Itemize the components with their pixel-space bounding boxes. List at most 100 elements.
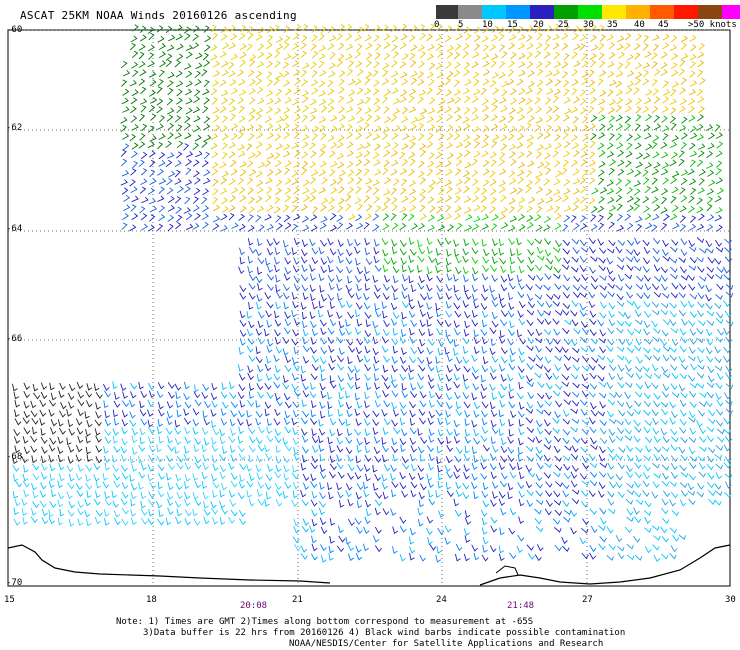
wind-barb [689, 187, 697, 196]
wind-barb [294, 543, 301, 552]
wind-barb [192, 159, 200, 167]
wind-barb [122, 88, 130, 96]
wind-barb [392, 51, 399, 59]
wind-barb [184, 436, 191, 444]
wind-barb [364, 283, 370, 291]
wind-barb [120, 116, 128, 124]
wind-barb [391, 222, 399, 230]
wind-barb [553, 267, 561, 274]
wind-barb [129, 455, 136, 464]
wind-barb [570, 471, 578, 479]
wind-barb [138, 471, 146, 479]
wind-barb [220, 89, 229, 97]
wind-barb [291, 417, 298, 426]
wind-barb [255, 275, 263, 284]
wind-barb [57, 480, 63, 489]
wind-barb [706, 248, 714, 254]
wind-barb [581, 169, 588, 178]
wind-barb [689, 382, 698, 389]
wind-barb [103, 455, 111, 464]
wind-barb [633, 255, 641, 263]
wind-barb [499, 168, 507, 176]
wind-barb [266, 426, 273, 435]
wind-barb [59, 473, 65, 482]
wind-barb [651, 301, 659, 308]
wind-barb [165, 159, 173, 167]
wind-barb [192, 142, 200, 151]
wind-barb [319, 491, 326, 500]
wind-barb [616, 373, 624, 381]
wind-barb [237, 131, 244, 140]
wind-barb [130, 115, 138, 123]
wind-barb [473, 329, 480, 338]
wind-barb [716, 329, 725, 336]
wind-barb [679, 87, 686, 95]
wind-barb [311, 301, 318, 310]
wind-barb [156, 86, 163, 94]
wind-barb [347, 553, 355, 562]
wind-barb [383, 355, 390, 363]
wind-barb [184, 401, 192, 409]
wind-barb [363, 489, 370, 498]
wind-barb [498, 159, 506, 167]
wind-barb [624, 435, 633, 441]
wind-barb [669, 116, 676, 124]
wind-barb [318, 33, 325, 41]
wind-barb [57, 454, 64, 463]
wind-barb [230, 428, 237, 436]
wind-barb [643, 464, 651, 472]
wind-barb [500, 134, 508, 142]
wind-barb [590, 115, 598, 123]
wind-barb [239, 292, 247, 300]
wind-barb [22, 436, 29, 444]
wind-barb [644, 516, 651, 525]
wind-barb [247, 238, 254, 246]
wind-barb [183, 26, 191, 34]
wind-barb [194, 134, 202, 142]
wind-barb [194, 89, 201, 97]
wind-barb [537, 300, 545, 308]
wind-barb [499, 151, 506, 160]
wind-barb [579, 284, 588, 291]
wind-barb [526, 205, 533, 213]
wind-barb [545, 188, 553, 196]
wind-barb [211, 382, 218, 391]
wind-barb [579, 303, 587, 311]
wind-barb [202, 454, 209, 462]
wind-barb [273, 77, 280, 86]
wind-barb [408, 151, 416, 159]
wind-barb [40, 428, 46, 436]
wind-barb [237, 364, 244, 372]
wind-barb [696, 88, 704, 97]
wind-barb [643, 455, 651, 461]
wind-barb [679, 98, 687, 105]
wind-barb [363, 222, 370, 230]
wind-barb [246, 177, 254, 185]
wind-barb [158, 177, 167, 185]
wind-barb [400, 408, 408, 416]
wind-barb [67, 482, 75, 490]
wind-barb [571, 79, 579, 86]
wind-barb [571, 489, 580, 495]
wind-barb [238, 481, 246, 489]
wind-barb [174, 160, 182, 167]
wind-barb [176, 462, 184, 470]
wind-barb [210, 501, 217, 509]
wind-barb [121, 410, 128, 418]
wind-barb [393, 427, 401, 435]
wind-barb [708, 409, 716, 417]
wind-barb [247, 427, 256, 435]
wind-barb [265, 355, 272, 364]
wind-barb [489, 401, 496, 410]
wind-barb [519, 471, 525, 480]
wind-barb [608, 221, 615, 229]
wind-barb [554, 509, 562, 516]
wind-barb [501, 80, 509, 88]
wind-barb [706, 203, 713, 212]
wind-barb [417, 346, 425, 355]
wind-barb [185, 80, 193, 88]
wind-barb [491, 140, 498, 149]
wind-barb [328, 545, 335, 554]
wind-barb [363, 158, 371, 167]
wind-barb [679, 328, 687, 336]
